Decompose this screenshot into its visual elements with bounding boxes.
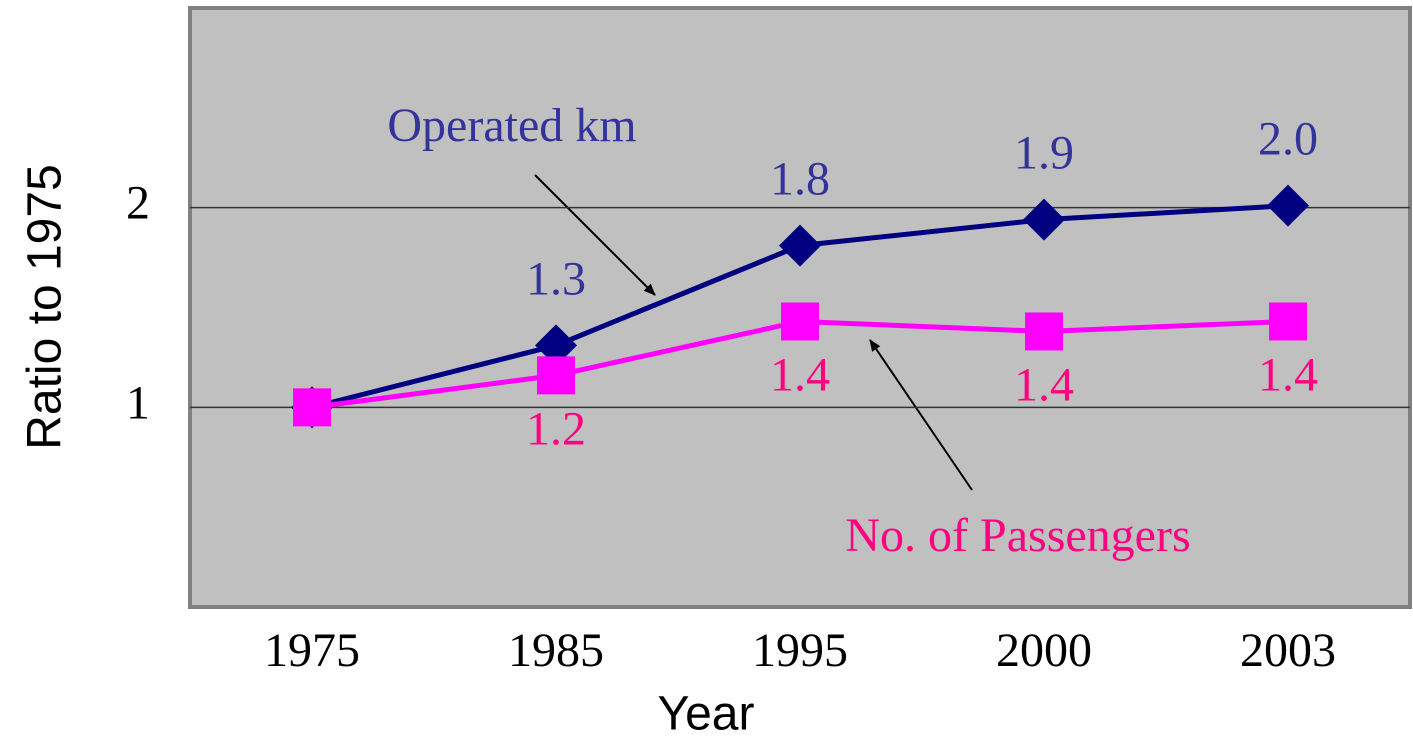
data-point — [535, 324, 577, 367]
data-label: 1.4 — [770, 348, 830, 401]
series-name: No. of Passengers — [845, 509, 1190, 562]
data-label: 1.9 — [1014, 127, 1074, 180]
data-point — [1267, 184, 1309, 227]
x-tick-label: 1975 — [264, 624, 360, 677]
data-label: 2.0 — [1258, 113, 1318, 166]
data-label: 1.8 — [770, 153, 830, 206]
data-point — [779, 224, 821, 267]
series-name: Operated km — [387, 99, 636, 152]
data-point — [293, 388, 331, 427]
data-label: 1.2 — [526, 402, 586, 455]
y-tick-label: 2 — [126, 177, 150, 230]
data-point — [537, 356, 575, 395]
data-label: 1.4 — [1258, 348, 1318, 401]
x-tick-label: 2000 — [996, 624, 1092, 677]
data-point — [1269, 302, 1307, 341]
x-tick-label: 1995 — [752, 624, 848, 677]
data-point — [781, 302, 819, 341]
x-axis-title: Year — [658, 688, 755, 741]
data-label: 1.3 — [526, 252, 586, 305]
data-point — [1023, 198, 1065, 241]
y-axis-title: Ratio to 1975 — [19, 164, 72, 450]
data-point — [1025, 312, 1063, 351]
annotation-arrow — [869, 339, 973, 491]
y-tick-label: 1 — [126, 376, 150, 429]
data-label: 1.4 — [1014, 358, 1074, 411]
annotation-arrow — [534, 174, 656, 296]
x-tick-label: 2003 — [1240, 624, 1336, 677]
x-tick-label: 1985 — [508, 624, 604, 677]
